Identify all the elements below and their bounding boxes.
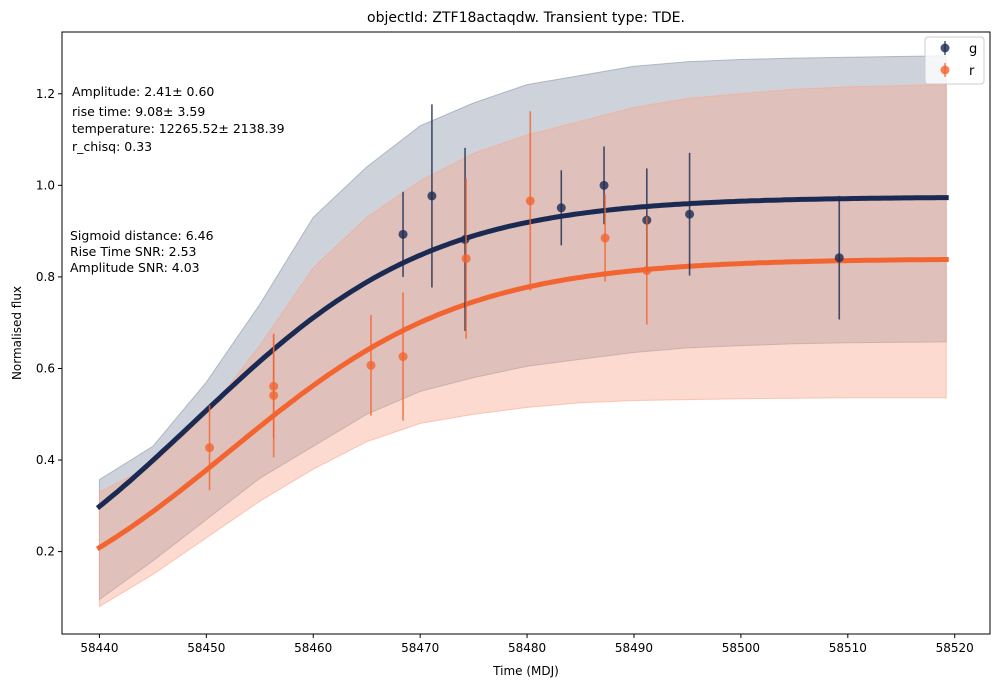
r-data-point-4	[398, 352, 408, 362]
y-tick-label: 0.8	[36, 270, 55, 284]
legend-r-marker	[940, 65, 950, 75]
x-tick-label: 58520	[936, 641, 974, 655]
g-data-point-0	[398, 229, 408, 239]
r-data-point-3	[366, 360, 376, 370]
annotation-amplitude-snr: Amplitude SNR: 4.03	[70, 260, 200, 275]
legend-g-label: g	[969, 42, 977, 57]
g-data-point-2	[460, 234, 470, 244]
r-fit-curve	[95, 257, 949, 552]
annotation-rise-time-snr: Rise Time SNR: 2.53	[70, 244, 197, 259]
annotation-sigmoid-distance: Sigmoid distance: 6.46	[70, 228, 214, 243]
g-data-point-1	[427, 191, 437, 201]
legend-r-label: r	[969, 64, 975, 79]
y-tick-label: 1.2	[36, 87, 55, 101]
legend-box	[924, 36, 985, 85]
data-points	[205, 104, 844, 491]
x-tick-label: 58510	[829, 641, 867, 655]
fit-curves	[95, 195, 949, 552]
x-tick-label: 58500	[722, 641, 760, 655]
y-tick-label: 0.2	[36, 545, 55, 559]
g-data-point-6	[685, 209, 695, 219]
y-tick-label: 1.0	[36, 178, 55, 192]
r-data-point-5	[461, 254, 471, 264]
r-data-point-7	[600, 233, 610, 243]
g-data-point-3	[556, 203, 566, 213]
axes: 58440 58450 58460 58470 58480 58490 58500 58510…	[36, 87, 974, 655]
x-tick-label: 58460	[294, 641, 332, 655]
x-tick-label: 58470	[401, 641, 439, 655]
snr-annotation: Sigmoid distance: 6.46 Rise Time SNR: 2.…	[70, 228, 214, 275]
y-axis-label: Normalised flux	[10, 286, 24, 380]
r-data-point-0	[205, 443, 215, 453]
g-data-point-7	[834, 253, 844, 263]
r-data-point-2	[269, 390, 279, 400]
annotation-amplitude: Amplitude: 2.41± 0.60	[72, 84, 214, 99]
legend: g r	[924, 36, 985, 85]
uncertainty-bands	[98, 55, 947, 608]
x-tick-label: 58480	[508, 641, 546, 655]
plot-area-frame	[61, 31, 991, 635]
annotation-temperature: temperature: 12265.52± 2138.39	[72, 121, 285, 136]
x-axis-label: Time (MDJ)	[492, 664, 559, 678]
x-tick-label: 58490	[615, 641, 653, 655]
r-uncertainty-band	[98, 84, 947, 608]
x-tick-label: 58450	[187, 641, 225, 655]
chart-title: objectId: ZTF18actaqdw. Transient type: …	[367, 10, 685, 26]
annotation-rise-time: rise time: 9.08± 3.59	[72, 104, 205, 119]
y-tick-label: 0.4	[36, 453, 55, 467]
g-fit-curve	[95, 195, 949, 511]
g-data-point-4	[599, 180, 609, 190]
annotation-r-chisq: r_chisq: 0.33	[72, 139, 152, 154]
r-data-point-8	[642, 266, 652, 276]
x-tick-label: 58440	[80, 641, 118, 655]
legend-g-marker	[940, 43, 950, 53]
y-tick-label: 0.6	[36, 361, 55, 375]
r-data-point-6	[525, 196, 535, 206]
fit-parameters-annotation: Amplitude: 2.41± 0.60 rise time: 9.08± 3…	[72, 84, 285, 154]
